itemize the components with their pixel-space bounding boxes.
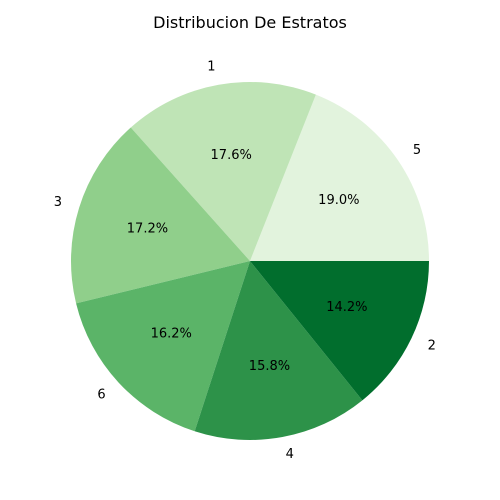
pie-slice-1 [130,81,316,261]
slice-percent-label: 17.2% [127,222,168,237]
slice-percent-label: 16.2% [151,327,192,342]
pie-slice-3 [70,127,250,304]
pie-slice-2 [250,261,429,401]
slice-percent-label: 17.6% [211,148,252,163]
pie-slice-5 [250,94,429,261]
pie-labels: 19.0% 5 17.6% 1 17.2% 3 16.2% 6 15.8% 4 14.2% 2 [54,60,436,463]
slice-category-label: 6 [97,387,105,402]
chart-title: Distribucion De Estratos [153,13,347,32]
pie-slice-4 [194,261,363,440]
slice-category-label: 1 [207,60,215,75]
pie-slice-6 [76,261,251,432]
slice-category-label: 2 [428,338,436,353]
slice-category-label: 4 [286,447,294,462]
slice-category-label: 5 [413,143,421,158]
slice-percent-label: 15.8% [249,359,290,374]
pie-slices [70,81,429,440]
slice-percent-label: 14.2% [326,300,367,315]
slice-category-label: 3 [54,195,62,210]
slice-percent-label: 19.0% [318,193,359,208]
